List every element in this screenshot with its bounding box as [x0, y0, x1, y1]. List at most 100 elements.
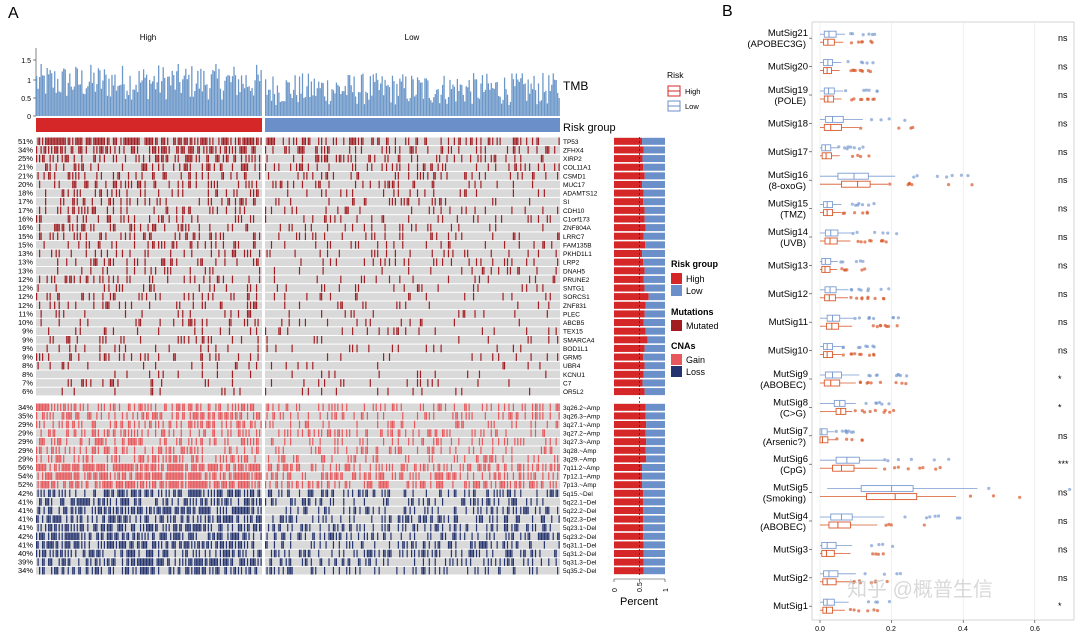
- onco-cell: [537, 137, 540, 146]
- onco-cell: [503, 361, 506, 370]
- onco-cell: [489, 532, 491, 541]
- onco-cell: [481, 498, 484, 506]
- onco-cell: [96, 437, 98, 446]
- onco-cell: [458, 146, 460, 154]
- percent-high: [614, 421, 647, 428]
- onco-cell: [132, 532, 134, 541]
- percent-high: [614, 155, 643, 163]
- onco-cell: [288, 310, 290, 318]
- onco-cell: [380, 429, 382, 437]
- onco-cell: [130, 549, 133, 558]
- onco-cell: [233, 566, 235, 575]
- onco-cell: [142, 154, 145, 163]
- onco-cell: [141, 437, 143, 446]
- onco-cell: [221, 163, 223, 172]
- row-gene: ZNF804A: [563, 225, 591, 232]
- onco-cell: [293, 180, 295, 189]
- onco-cell: [470, 541, 472, 549]
- onco-cell: [203, 541, 205, 549]
- tmb-bar: [67, 82, 69, 116]
- onco-cell: [363, 472, 366, 480]
- onco-cell: [210, 558, 212, 566]
- onco-cell: [167, 558, 169, 566]
- tmb-bar: [237, 79, 240, 116]
- onco-cell: [427, 172, 429, 180]
- onco-cell: [272, 146, 274, 154]
- onco-cell: [121, 549, 124, 558]
- tmb-bar: [502, 99, 504, 116]
- onco-cell: [76, 515, 78, 523]
- onco-cell: [158, 353, 160, 361]
- onco-cell: [399, 472, 401, 480]
- row-bg: [265, 215, 560, 223]
- onco-cell: [334, 370, 336, 379]
- onco-cell: [195, 472, 197, 480]
- tmb-bar: [156, 82, 158, 116]
- onco-cell: [153, 463, 155, 472]
- row-gene: SNTG1: [563, 286, 585, 293]
- onco-cell: [399, 301, 401, 310]
- onco-cell: [234, 506, 237, 515]
- onco-cell: [325, 489, 327, 498]
- onco-cell: [243, 437, 246, 446]
- onco-cell: [60, 403, 62, 412]
- onco-cell: [496, 515, 498, 523]
- onco-cell: [443, 463, 445, 472]
- onco-cell: [188, 437, 190, 446]
- onco-cell: [267, 523, 270, 532]
- onco-cell: [152, 455, 154, 463]
- onco-cell: [145, 412, 148, 420]
- onco-cell: [459, 463, 461, 472]
- tmb-bar: [117, 86, 119, 116]
- onco-cell: [201, 463, 203, 472]
- onco-cell: [511, 523, 513, 532]
- onco-cell: [79, 232, 81, 241]
- onco-cell: [287, 472, 289, 480]
- onco-cell: [207, 489, 209, 498]
- onco-cell: [219, 532, 222, 541]
- onco-cell: [39, 154, 41, 163]
- onco-cell: [430, 480, 432, 489]
- onco-cell: [531, 515, 534, 523]
- onco-cell: [533, 258, 535, 266]
- onco-cell: [234, 361, 237, 370]
- row-bg: [265, 412, 560, 420]
- onco-cell: [315, 232, 317, 241]
- onco-cell: [249, 463, 252, 472]
- onco-cell: [520, 472, 522, 480]
- onco-cell: [103, 489, 106, 498]
- onco-cell: [255, 429, 258, 437]
- risk-group-high-bar: [36, 118, 262, 132]
- onco-cell: [447, 232, 450, 241]
- onco-cell: [240, 455, 243, 463]
- onco-cell: [487, 137, 489, 146]
- onco-cell: [422, 558, 425, 566]
- onco-cell: [45, 189, 47, 197]
- onco-cell: [94, 249, 96, 258]
- onco-cell: [471, 429, 473, 437]
- onco-cell: [326, 172, 329, 180]
- onco-cell: [337, 437, 339, 446]
- percent-high: [614, 232, 644, 240]
- onco-cell: [465, 137, 467, 146]
- row-bg: [265, 301, 560, 310]
- onco-cell: [474, 480, 476, 489]
- onco-cell: [221, 532, 223, 541]
- onco-cell: [462, 498, 464, 506]
- onco-cell: [362, 489, 364, 498]
- row-gene: CSMD1: [563, 173, 586, 180]
- onco-cell: [120, 215, 122, 223]
- onco-cell: [430, 223, 432, 232]
- onco-cell: [557, 335, 559, 344]
- onco-cell: [239, 206, 241, 215]
- onco-cell: [272, 498, 274, 506]
- onco-cell: [542, 498, 544, 506]
- onco-cell: [108, 523, 110, 532]
- onco-cell: [393, 241, 395, 249]
- onco-cell: [234, 146, 237, 154]
- onco-cell: [156, 154, 158, 163]
- onco-cell: [36, 353, 38, 361]
- onco-cell: [99, 232, 101, 241]
- onco-cell: [188, 206, 190, 215]
- onco-cell: [517, 137, 519, 146]
